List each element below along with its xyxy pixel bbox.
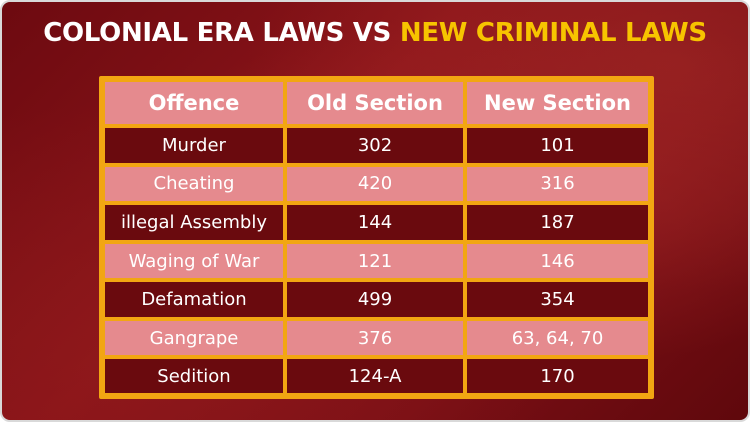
offence-cell: Waging of War [105,241,287,283]
old-section-cell: 124-A [285,357,467,393]
title-part-colonial: COLONIAL ERA LAWS VS [43,18,400,48]
new-section-cell: 101 [465,126,648,167]
table-row: illegal Assembly 144 187 [105,203,648,244]
old-section-cell: 420 [285,164,467,206]
new-section-cell: 146 [465,241,648,283]
old-section-cell: 144 [285,203,467,244]
offence-cell: Cheating [105,164,287,206]
title-part-new: NEW CRIMINAL LAWS [399,18,707,48]
comparison-table-container: Offence Old Section New Section Murder 3… [99,76,654,399]
old-section-cell: 376 [285,318,467,360]
page-title: COLONIAL ERA LAWS VS NEW CRIMINAL LAWS [2,18,748,48]
offence-cell: illegal Assembly [105,203,287,244]
table-row: Waging of War 121 146 [105,241,648,283]
table-row: Murder 302 101 [105,126,648,167]
new-section-cell: 187 [465,203,648,244]
new-section-cell: 316 [465,164,648,206]
header-new-section: New Section [465,82,648,128]
old-section-cell: 499 [285,280,467,321]
offence-cell: Defamation [105,280,287,321]
header-old-section: Old Section [285,82,467,128]
table-row: Gangrape 376 63, 64, 70 [105,318,648,360]
comparison-table: Offence Old Section New Section Murder 3… [105,82,648,393]
table-row: Sedition 124-A 170 [105,357,648,393]
table-row: Defamation 499 354 [105,280,648,321]
offence-cell: Murder [105,126,287,167]
table-header-row: Offence Old Section New Section [105,82,648,128]
offence-cell: Sedition [105,357,287,393]
table-row: Cheating 420 316 [105,164,648,206]
new-section-cell: 170 [465,357,648,393]
new-section-cell: 63, 64, 70 [465,318,648,360]
old-section-cell: 121 [285,241,467,283]
old-section-cell: 302 [285,126,467,167]
header-offence: Offence [105,82,287,128]
new-section-cell: 354 [465,280,648,321]
offence-cell: Gangrape [105,318,287,360]
